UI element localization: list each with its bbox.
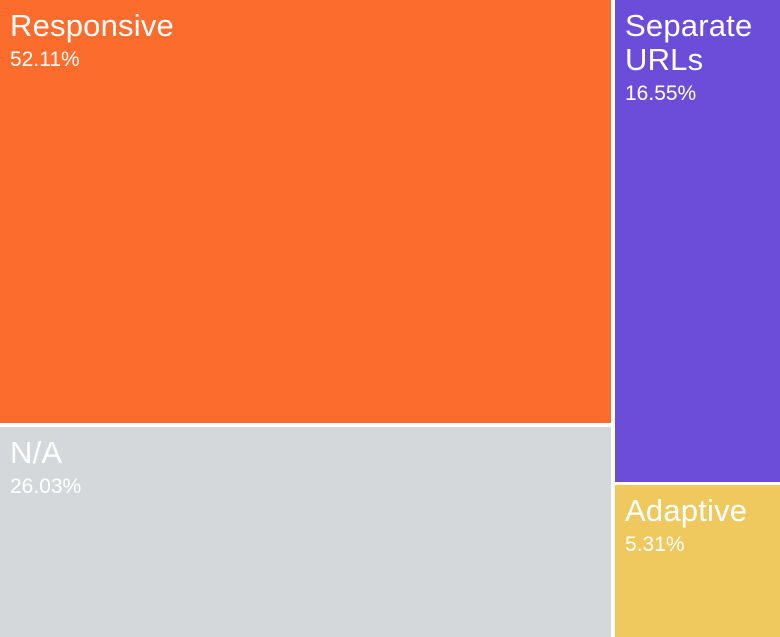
treemap-cell-separate-urls[interactable]: Separate URLs 16.55% [615,0,780,482]
cell-value-responsive: 52.11% [10,48,80,71]
cell-label-na: N/A [10,435,63,470]
treemap-cell-adaptive[interactable]: Adaptive 5.31% [615,485,780,637]
cell-value-na: 26.03% [10,475,82,498]
cell-value-separate-urls: 16.55% [625,82,697,105]
treemap-cell-responsive[interactable]: Responsive 52.11% [0,0,611,423]
cell-label-adaptive: Adaptive [625,493,748,528]
cell-label-responsive: Responsive [10,8,174,43]
cell-label-separate-urls: Separate URLs [625,8,753,77]
treemap-cell-na[interactable]: N/A 26.03% [0,427,611,637]
cell-value-adaptive: 5.31% [625,533,685,556]
